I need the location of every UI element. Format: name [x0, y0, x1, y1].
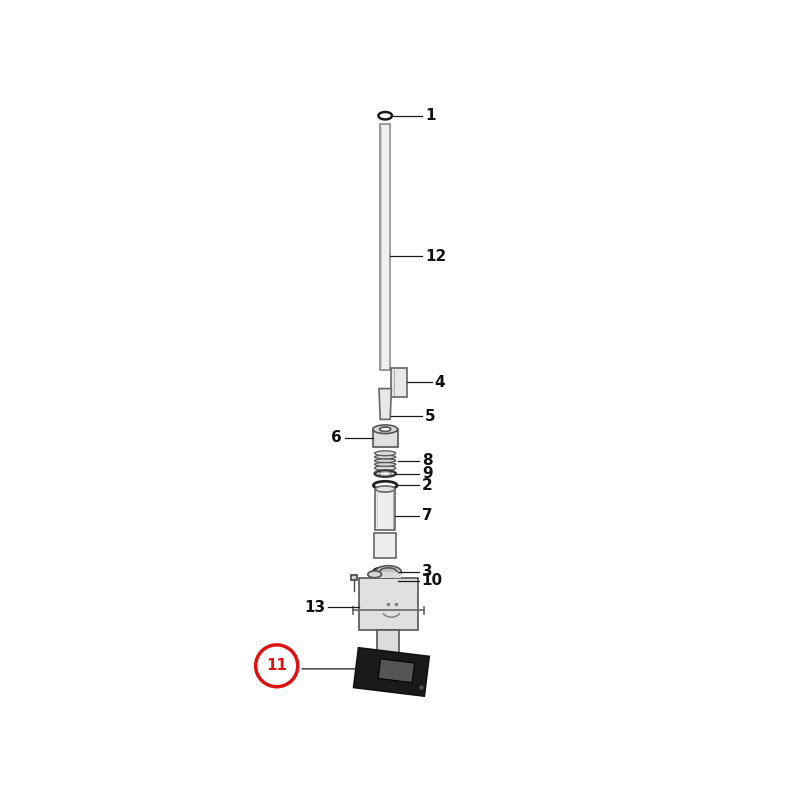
Ellipse shape [375, 566, 402, 578]
Bar [350, 574, 357, 579]
Text: 6: 6 [331, 430, 342, 446]
Ellipse shape [374, 567, 397, 575]
Ellipse shape [375, 486, 395, 492]
Ellipse shape [379, 578, 391, 583]
Bar [380, 124, 390, 370]
Bar [375, 489, 395, 530]
Text: 5: 5 [425, 409, 435, 424]
Ellipse shape [373, 425, 398, 434]
Bar [391, 368, 407, 398]
Ellipse shape [374, 451, 396, 456]
Bar [374, 534, 396, 558]
Ellipse shape [380, 427, 390, 431]
Ellipse shape [377, 655, 399, 661]
Ellipse shape [380, 568, 397, 576]
Ellipse shape [379, 472, 391, 475]
Text: 9: 9 [422, 466, 433, 481]
Ellipse shape [374, 459, 396, 462]
Ellipse shape [368, 571, 382, 578]
Ellipse shape [374, 455, 396, 459]
Ellipse shape [374, 462, 396, 466]
Text: 2: 2 [422, 478, 433, 493]
Text: 1: 1 [425, 108, 435, 123]
Bar [375, 572, 402, 578]
Polygon shape [354, 648, 430, 696]
Ellipse shape [374, 577, 397, 585]
Polygon shape [378, 659, 414, 682]
Ellipse shape [378, 112, 392, 119]
Bar [377, 630, 399, 658]
Text: 3: 3 [422, 564, 433, 579]
Ellipse shape [374, 482, 397, 490]
Text: 13: 13 [304, 600, 326, 614]
Text: 8: 8 [422, 453, 433, 468]
Ellipse shape [374, 470, 396, 477]
Text: 11: 11 [266, 658, 287, 674]
Text: 7: 7 [422, 508, 433, 523]
Bar [359, 578, 418, 630]
Polygon shape [379, 389, 391, 419]
Text: 4: 4 [434, 375, 445, 390]
Bar [373, 430, 398, 446]
Text: 12: 12 [425, 249, 446, 264]
Text: 10: 10 [422, 574, 443, 588]
Circle shape [256, 645, 298, 686]
Ellipse shape [374, 466, 396, 470]
